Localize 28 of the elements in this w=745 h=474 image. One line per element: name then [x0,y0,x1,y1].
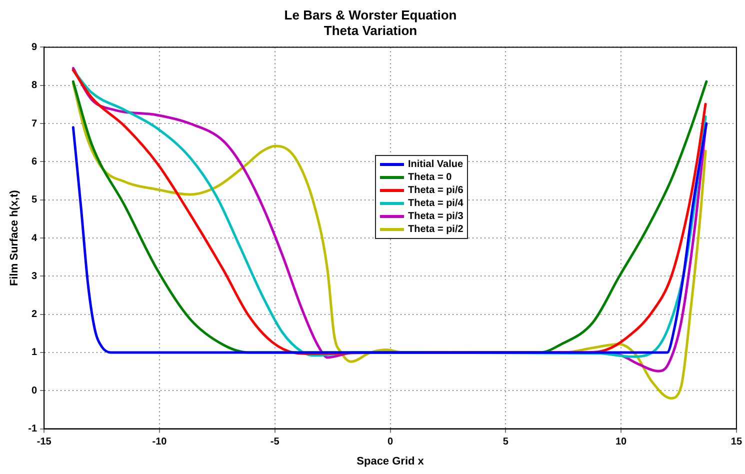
x-axis-title: Space Grid x [356,455,425,468]
y-tick-label: 4 [32,232,38,244]
x-tick-label: 5 [502,436,509,448]
y-tick-label: 1 [32,347,38,358]
y-tick-label: 2 [32,309,38,320]
line-series [72,122,708,354]
x-tick-label: 10 [615,436,628,448]
legend-label: Initial Value [408,159,464,170]
y-tick-label: 7 [32,118,38,130]
legend-label: Theta = pi/6 [408,185,464,196]
chart-title: Le Bars & Worster Equation Theta Variation [284,7,457,38]
x-tick-label: 0 [387,436,394,448]
x-tick-label: 15 [730,436,742,448]
legend-label: Theta = 0 [408,172,452,183]
y-tick-label: 5 [32,194,38,206]
y-axis-title: Film Surface h(x,t) [8,190,21,286]
legend-label: Theta = pi/2 [408,224,464,235]
y-tick-label: 6 [32,156,38,168]
y-tick-label: 0 [32,385,38,396]
y-tick-label: 8 [32,80,38,92]
y-tick-label: 9 [32,42,38,53]
x-tick-label: -5 [270,436,280,448]
legend-label: Theta = pi/4 [408,198,464,209]
x-tick-label: -10 [152,436,168,448]
y-tick-label: -1 [28,424,38,435]
legend-label: Theta = pi/3 [408,211,464,222]
y-tick-label: 3 [32,270,38,282]
x-tick-label: -15 [36,436,52,448]
